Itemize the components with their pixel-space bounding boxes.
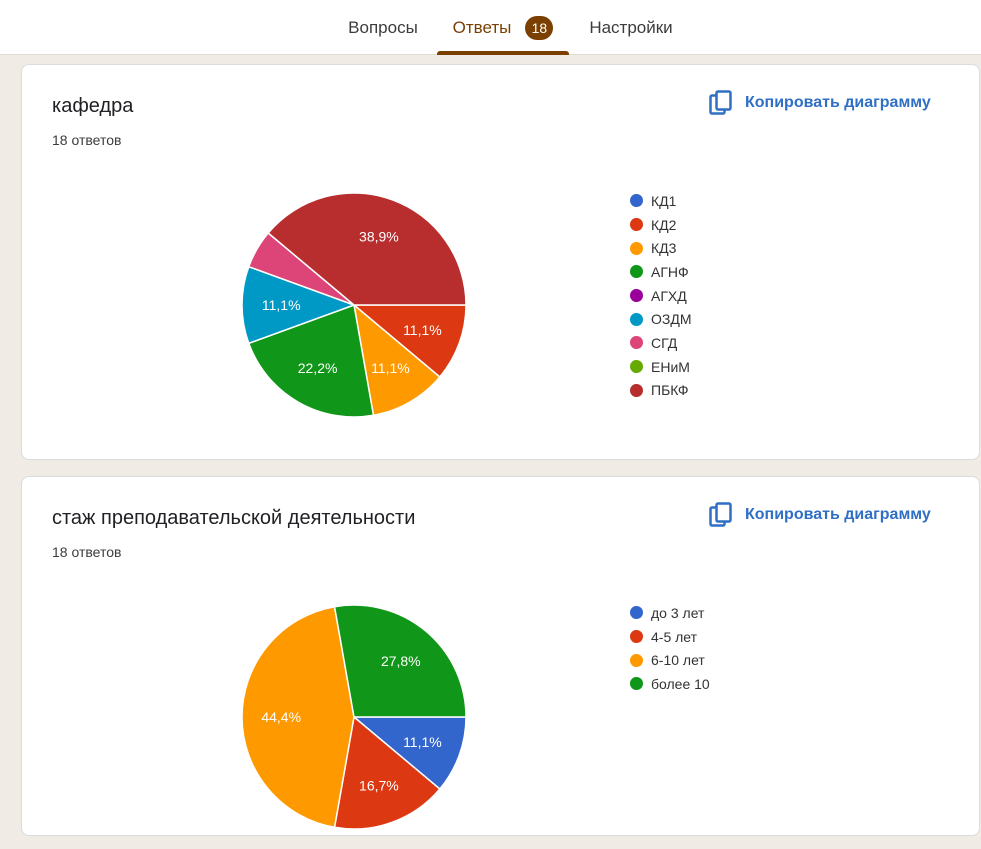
legend-label: до 3 лет bbox=[651, 604, 705, 621]
legend-label: ОЗДМ bbox=[651, 311, 692, 328]
active-tab-indicator bbox=[437, 51, 569, 55]
chart-legend: до 3 лет 4-5 лет 6-10 лет более 10 bbox=[630, 601, 710, 696]
legend-item[interactable]: до 3 лет bbox=[630, 601, 710, 625]
pie-slice[interactable] bbox=[247, 303, 375, 418]
pie-slice[interactable] bbox=[351, 304, 467, 379]
legend-label: СГД bbox=[651, 334, 678, 351]
pie-chart: 11,1% 16,7% 44,4% 27,8% bbox=[241, 604, 467, 830]
copy-chart-button[interactable]: Копировать диаграмму bbox=[709, 502, 931, 528]
legend-label: 6-10 лет bbox=[651, 652, 705, 669]
legend-item[interactable]: АГНФ bbox=[630, 260, 692, 284]
slice-label: 38,9% bbox=[359, 229, 399, 245]
legend-color-dot bbox=[630, 383, 643, 397]
copy-chart-label: Копировать диаграмму bbox=[745, 506, 931, 523]
legend-item[interactable]: 4-5 лет bbox=[630, 625, 710, 649]
legend-label: 4-5 лет bbox=[651, 628, 698, 645]
legend-item[interactable]: СГД bbox=[630, 331, 692, 355]
legend-color-dot bbox=[630, 653, 643, 667]
slice-label: 11,1% bbox=[262, 297, 301, 313]
legend-item[interactable]: КД1 bbox=[630, 189, 692, 213]
legend-color-dot bbox=[630, 241, 643, 255]
legend-label: КД2 bbox=[651, 216, 677, 233]
legend-label: КД1 bbox=[651, 192, 677, 209]
tab-answers-label: Ответы bbox=[452, 17, 512, 37]
copy-chart-label: Копировать диаграмму bbox=[745, 94, 931, 111]
tab-answers[interactable]: Ответы 18 bbox=[437, 0, 569, 55]
chart-legend: КД1 КД2 КД3 АГНФ АГХД ОЗДМ СГД ЕНиМ ПБКФ bbox=[630, 189, 692, 402]
legend-item[interactable]: ПБКФ bbox=[630, 379, 692, 403]
tab-settings[interactable]: Настройки bbox=[578, 0, 684, 55]
legend-color-dot bbox=[630, 312, 643, 326]
legend-color-dot bbox=[630, 677, 643, 691]
legend-label: более 10 bbox=[651, 675, 710, 692]
slice-label: 11,1% bbox=[371, 360, 410, 376]
response-count: 18 ответов bbox=[52, 132, 122, 148]
slice-label: 16,7% bbox=[359, 777, 399, 793]
legend-color-dot bbox=[630, 289, 643, 303]
pie-slice[interactable] bbox=[333, 604, 467, 718]
slice-label: 11,1% bbox=[403, 322, 442, 338]
legend-label: ЕНиМ bbox=[651, 358, 690, 375]
legend-item[interactable]: более 10 bbox=[630, 672, 710, 696]
tab-questions[interactable]: Вопросы bbox=[336, 0, 430, 55]
legend-color-dot bbox=[630, 265, 643, 279]
legend-label: ПБКФ bbox=[651, 382, 689, 399]
legend-label: АГНФ bbox=[651, 263, 689, 280]
legend-color-dot bbox=[630, 360, 643, 374]
copy-chart-button[interactable]: Копировать диаграмму bbox=[709, 90, 931, 116]
pie-chart: 11,1% 11,1% 22,2% 11,1% 38,9% bbox=[241, 192, 467, 418]
legend-color-dot bbox=[630, 336, 643, 350]
legend-item[interactable]: АГХД bbox=[630, 284, 692, 308]
slice-label: 22,2% bbox=[298, 360, 338, 376]
tab-settings-label: Настройки bbox=[589, 17, 673, 37]
legend-item[interactable]: ЕНиМ bbox=[630, 355, 692, 379]
response-count: 18 ответов bbox=[52, 544, 122, 560]
tab-bar: Вопросы Ответы 18 Настройки bbox=[0, 0, 981, 55]
slice-label: 44,4% bbox=[261, 709, 301, 725]
pie-slice[interactable] bbox=[352, 303, 441, 417]
legend-color-dot bbox=[630, 194, 643, 208]
legend-color-dot bbox=[630, 630, 643, 644]
tab-questions-label: Вопросы bbox=[348, 17, 418, 37]
pie-slice[interactable] bbox=[351, 716, 467, 791]
legend-item[interactable]: КД3 bbox=[630, 236, 692, 260]
slice-label: 11,1% bbox=[403, 734, 442, 750]
chart-card-department: кафедра 18 ответов Копировать диаграмму … bbox=[21, 64, 980, 460]
question-title: кафедра bbox=[52, 95, 134, 117]
copy-icon bbox=[709, 90, 732, 115]
legend-item[interactable]: ОЗДМ bbox=[630, 307, 692, 331]
slice-label: 27,8% bbox=[381, 653, 421, 669]
legend-item[interactable]: 6-10 лет bbox=[630, 648, 710, 672]
question-title: стаж преподавательской деятельности bbox=[52, 507, 416, 529]
pie-slice[interactable] bbox=[267, 192, 467, 306]
answers-count-badge: 18 bbox=[525, 15, 554, 40]
chart-card-experience: стаж преподавательской деятельности 18 о… bbox=[21, 476, 980, 836]
copy-icon bbox=[709, 502, 732, 527]
legend-color-dot bbox=[630, 606, 643, 620]
legend-item[interactable]: КД2 bbox=[630, 213, 692, 237]
legend-color-dot bbox=[630, 218, 643, 232]
legend-label: АГХД bbox=[651, 287, 687, 304]
legend-label: КД3 bbox=[651, 240, 677, 257]
pie-slice[interactable] bbox=[241, 265, 357, 345]
pie-slice[interactable] bbox=[241, 605, 355, 829]
